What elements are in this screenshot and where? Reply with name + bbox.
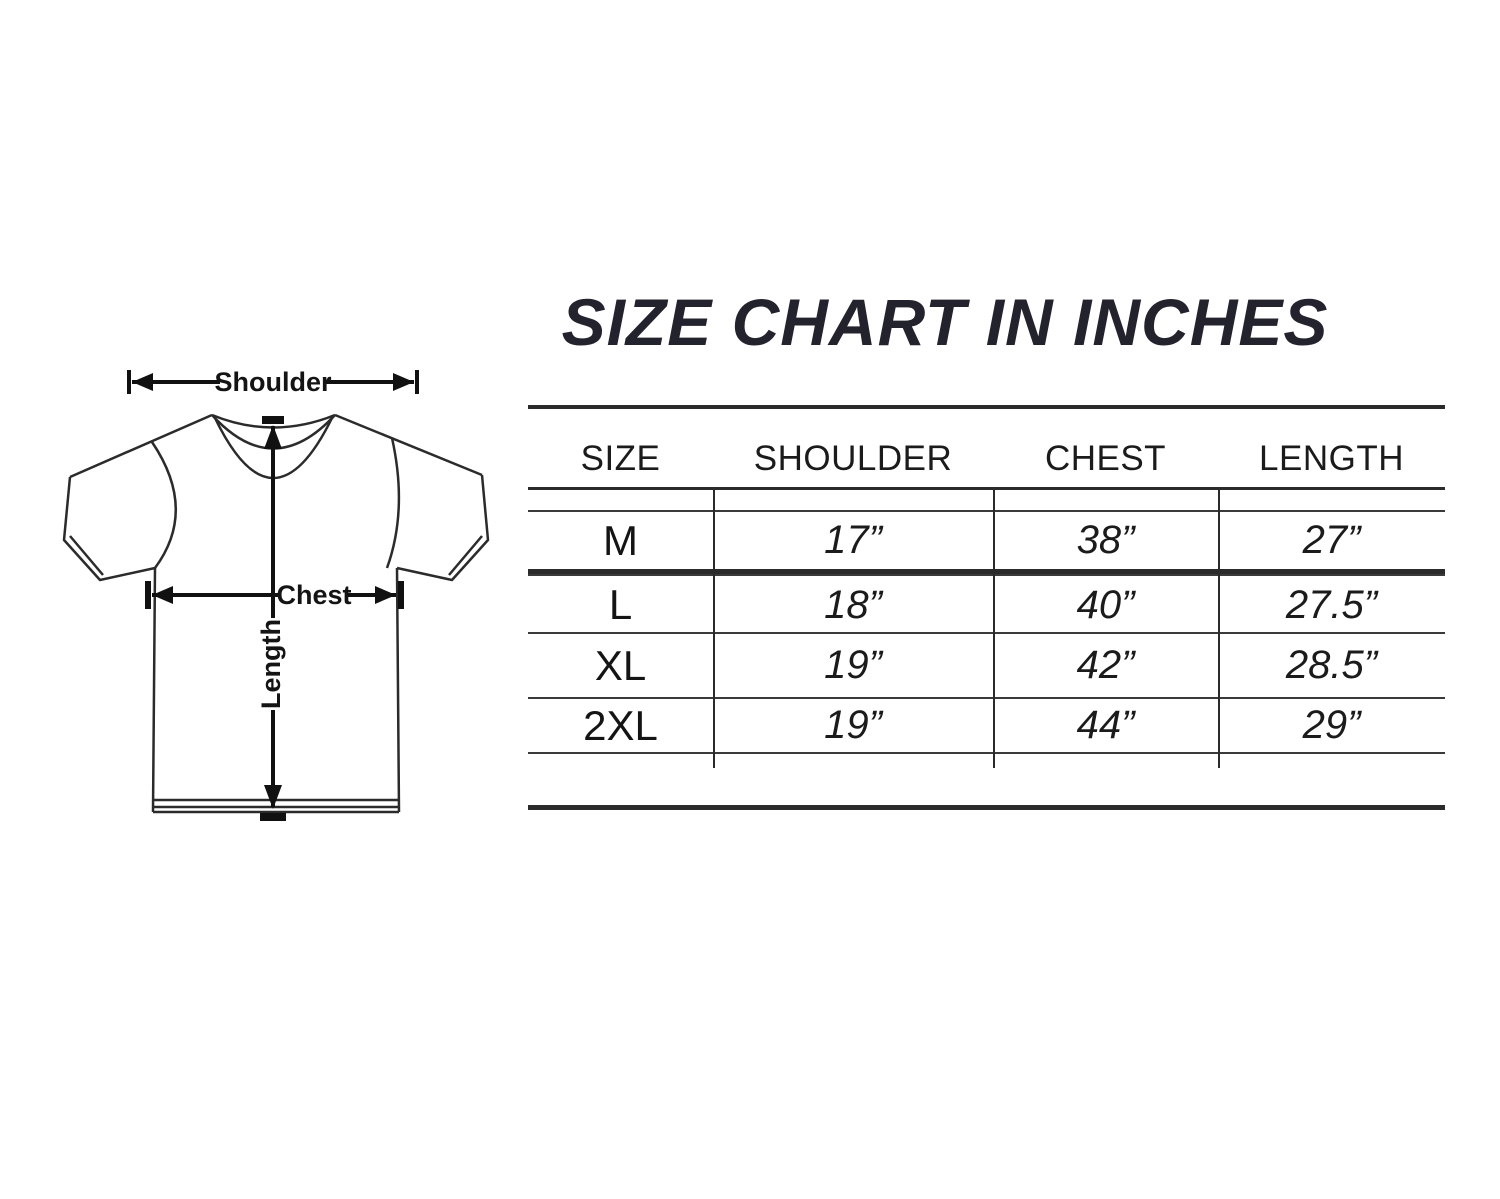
size-value: XL <box>594 641 647 689</box>
table-double-rule <box>528 569 1445 576</box>
size-value: M <box>603 516 638 564</box>
shoulder-label: Shoulder <box>214 367 331 397</box>
header-shoulder: SHOULDER <box>753 439 953 478</box>
table-rule-3 <box>528 697 1445 699</box>
table-rule-4 <box>528 752 1445 754</box>
length-value: 27” <box>1302 518 1361 562</box>
table-row: XL 19” 42” 28.5” <box>528 634 1445 697</box>
column-divider-2 <box>993 487 995 768</box>
table-row: M 17” 38” 27” <box>528 512 1445 569</box>
table-row: 2XL 19” 44” 29” <box>528 699 1445 752</box>
shoulder-value: 18” <box>824 582 882 627</box>
length-label: Length <box>256 619 286 709</box>
tshirt-measurement-diagram: Length Chest Shoulder <box>62 366 490 821</box>
length-value: 27.5” <box>1285 582 1378 627</box>
header-size: SIZE <box>580 439 661 478</box>
length-measure-arrow: Length <box>254 416 288 821</box>
length-value: 28.5” <box>1285 643 1378 687</box>
size-value: 2XL <box>583 701 658 749</box>
length-value: 29” <box>1302 703 1361 747</box>
chest-label: Chest <box>276 580 351 610</box>
table-rule-2 <box>528 632 1445 634</box>
tshirt-outline <box>62 413 490 814</box>
page-title: SIZE CHART IN INCHES <box>561 285 1329 359</box>
shoulder-value: 17” <box>824 518 882 562</box>
column-divider-3 <box>1218 487 1220 768</box>
shoulder-value: 19” <box>824 643 882 687</box>
table-header-row: SIZE SHOULDER CHEST LENGTH <box>528 431 1445 487</box>
table-header-underline <box>528 487 1445 490</box>
table-row: L 18” 40” 27.5” <box>528 578 1445 632</box>
size-table: SIZE SHOULDER CHEST LENGTH M 17” 38” 27”… <box>528 405 1445 810</box>
header-length: LENGTH <box>1259 439 1404 478</box>
table-bottom-border <box>528 805 1445 810</box>
column-divider-1 <box>713 487 715 768</box>
chest-value: 42” <box>1076 643 1135 687</box>
table-rule-1 <box>528 510 1445 512</box>
chest-value: 38” <box>1076 518 1135 562</box>
size-value: L <box>608 581 633 628</box>
table-top-border <box>528 405 1445 409</box>
chest-measure-arrow: Chest <box>145 578 404 612</box>
chest-value: 44” <box>1076 703 1135 747</box>
header-chest: CHEST <box>1044 439 1167 478</box>
shoulder-value: 19” <box>824 703 882 747</box>
shoulder-measure-arrow: Shoulder <box>127 366 419 398</box>
chest-value: 40” <box>1076 582 1135 627</box>
